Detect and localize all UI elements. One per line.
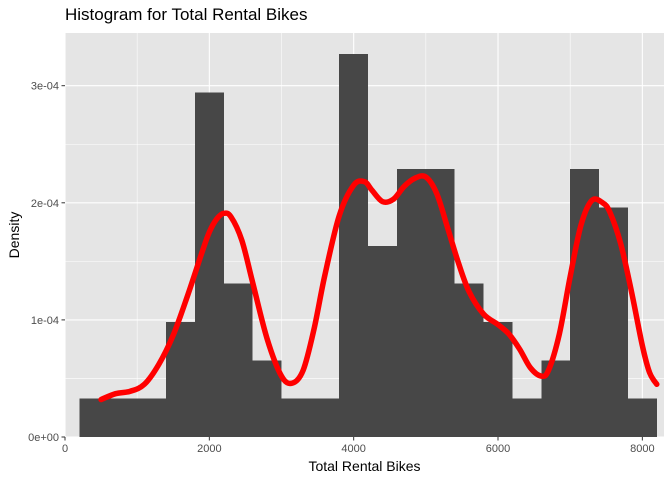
x-tick-label: 6000: [486, 443, 510, 455]
histogram-bar: [425, 168, 455, 437]
y-tick-label: 2e-04: [31, 198, 59, 210]
x-tick-label: 4000: [341, 443, 365, 455]
x-tick-label: 2000: [197, 443, 221, 455]
histogram-bar: [396, 168, 426, 437]
histogram-bar: [483, 322, 513, 437]
x-tick-label: 0: [62, 443, 68, 455]
histogram-bar: [79, 398, 109, 437]
histogram-bar: [108, 398, 138, 437]
x-axis-title: Total Rental Bikes: [308, 458, 420, 474]
chart-title: Histogram for Total Rental Bikes: [65, 5, 308, 24]
x-axis: 0 2000 4000 6000 8000: [62, 437, 655, 455]
histogram-bar: [368, 246, 397, 437]
x-tick-label: 8000: [630, 443, 654, 455]
density-curve: [98, 173, 660, 403]
histogram-bar: [223, 283, 253, 437]
histogram-bar: [627, 398, 657, 437]
histogram-bar: [310, 398, 340, 437]
histogram-bar: [339, 54, 369, 438]
y-axis-title: Density: [6, 212, 22, 259]
y-tick-label: 0e+00: [28, 432, 59, 444]
histogram-bar: [281, 398, 311, 437]
y-tick-label: 3e-04: [31, 81, 59, 93]
histogram-bar: [252, 360, 282, 437]
y-axis: 0e+00 1e-04 2e-04 3e-04: [28, 81, 65, 444]
histogram-bar: [137, 398, 167, 437]
histogram-bar: [599, 207, 628, 437]
histogram-bar: [512, 398, 542, 437]
y-tick-label: 1e-04: [31, 315, 59, 327]
